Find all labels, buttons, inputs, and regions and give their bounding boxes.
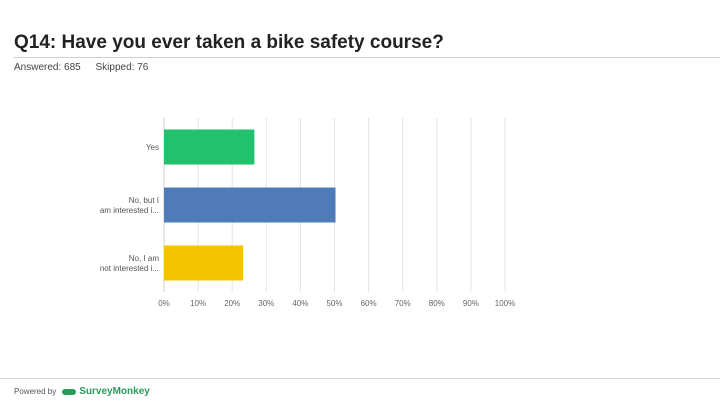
x-tick-label: 60% — [361, 299, 377, 308]
bar — [164, 245, 244, 281]
surveymonkey-logo-icon — [62, 389, 77, 395]
x-tick-label: 40% — [292, 299, 308, 308]
x-tick-label: 0% — [158, 299, 170, 308]
skipped-count: Skipped: 76 — [95, 62, 149, 73]
footer: Powered by SurveyMonkey — [14, 386, 150, 397]
surveymonkey-logo[interactable]: SurveyMonkey — [62, 386, 150, 397]
title-divider — [14, 57, 720, 58]
x-tick-label: 30% — [258, 299, 274, 308]
question-title: Q14: Have you ever taken a bike safety c… — [14, 32, 444, 53]
x-tick-label: 100% — [495, 299, 515, 308]
x-tick-label: 50% — [326, 299, 342, 308]
bar — [164, 187, 336, 223]
x-tick-label: 10% — [190, 299, 206, 308]
answered-count: Answered: 685 — [14, 62, 81, 73]
footer-divider — [0, 378, 720, 379]
bar — [164, 129, 255, 165]
powered-by-label: Powered by — [14, 387, 57, 396]
category-label: No, I am not interested i... — [100, 254, 159, 273]
x-tick-label: 80% — [429, 299, 445, 308]
x-tick-label: 20% — [224, 299, 240, 308]
surveymonkey-logo-text: SurveyMonkey — [79, 386, 150, 397]
response-stats: Answered: 685 Skipped: 76 — [14, 62, 160, 73]
x-tick-label: 70% — [395, 299, 411, 308]
category-label: Yes — [146, 143, 159, 152]
x-tick-label: 90% — [463, 299, 479, 308]
